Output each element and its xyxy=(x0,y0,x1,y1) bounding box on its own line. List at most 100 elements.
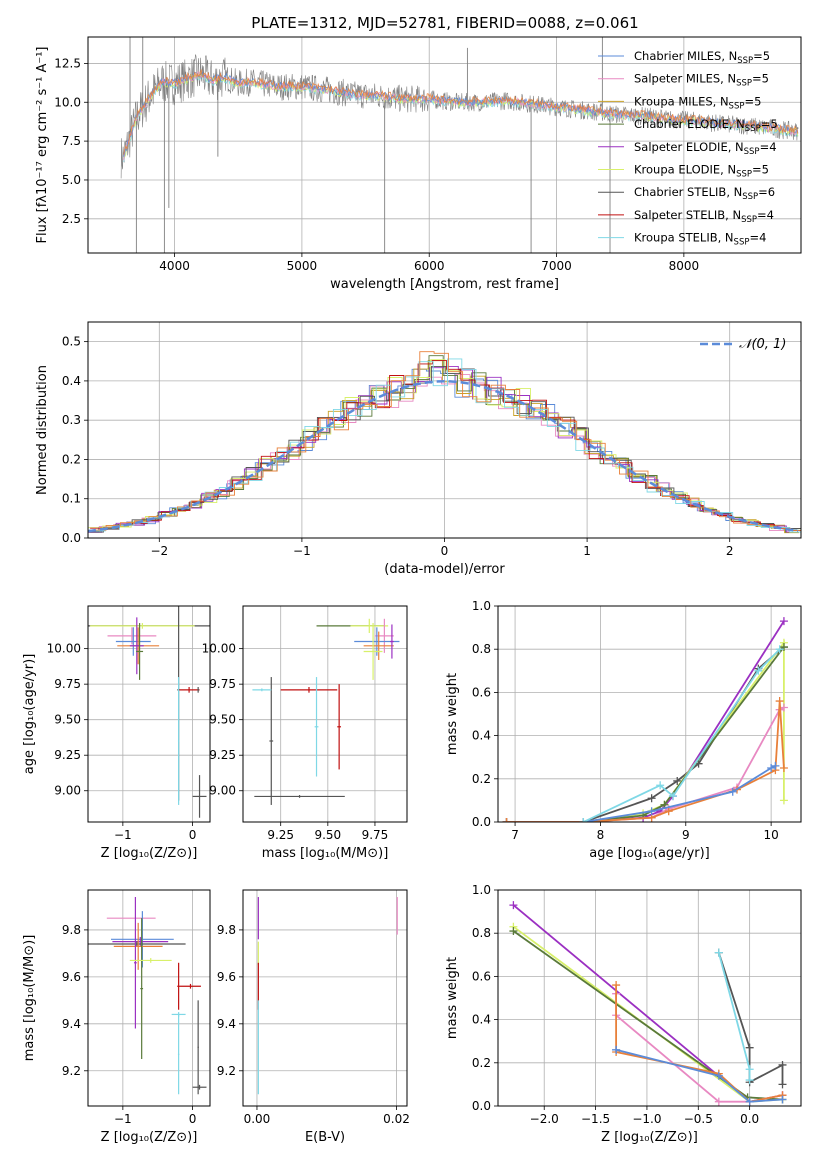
residual-histogram xyxy=(90,360,801,531)
mass_vs_Z-errorbar-point xyxy=(197,1000,199,1095)
weight_vs_age-point-marker xyxy=(647,807,656,816)
legend-label-suffix: =4 xyxy=(760,140,777,154)
mass_vs_Z-frame xyxy=(87,889,211,1107)
residual-histogram xyxy=(88,359,801,531)
residuals-xtick-label: 0 xyxy=(441,544,449,558)
weight_vs_Z-point-marker xyxy=(778,1095,787,1104)
weight_vs_Z-point-marker xyxy=(745,1043,754,1052)
weight_vs_age-point-marker xyxy=(656,781,665,790)
weight_vs_age-xtick-label: 9 xyxy=(682,828,690,842)
legend-label-suffix: =5 xyxy=(744,94,761,108)
legend-label-text: Salpeter STELIB, N xyxy=(634,208,741,222)
mass_vs_Z-ytick-label: 9.6 xyxy=(62,970,81,984)
spectrum-ytick-label: 12.5 xyxy=(54,56,81,70)
residuals-xtick-label: −2 xyxy=(150,544,168,558)
weight_vs_age-point-marker xyxy=(775,697,784,706)
spectrum-xtick-label: 7000 xyxy=(541,259,572,273)
legend-label-suffix: =5 xyxy=(761,117,778,131)
residuals-plot-area xyxy=(88,351,801,534)
spectrum-ylabel: Flux [fλ10⁻¹⁷ erg cm⁻² s⁻¹ A⁻¹] xyxy=(35,47,50,244)
weight_vs_age-point-marker xyxy=(579,818,588,822)
age_vs_Z-ylabel: age [log₁₀(age/yr)] xyxy=(22,654,37,775)
weight_vs_Z-point-marker xyxy=(778,1080,787,1089)
legend-label-subscript: SSP xyxy=(744,147,760,157)
legend-label-text: Salpeter ELODIE, N xyxy=(634,140,744,154)
weight_vs_Z-point-marker xyxy=(745,1076,754,1085)
weight_vs_age-xlabel: age [log₁₀(age/yr)] xyxy=(589,846,710,861)
weight_vs_Z-point-marker xyxy=(714,948,723,957)
residuals-ytick-label: 0.0 xyxy=(62,531,81,545)
legend-label-suffix: =4 xyxy=(757,208,774,222)
residuals-chart: −2 −1 0 1 2 0.0 0.1 0.2 0.3 0.4 0.5 (data-model)/er… xyxy=(35,321,802,577)
residuals-ytick-label: 0.4 xyxy=(62,374,81,388)
residuals-frame xyxy=(87,321,802,539)
mass_vs_Z-errorbar-point xyxy=(129,958,172,963)
weight_vs_Z-point-marker xyxy=(714,1071,723,1080)
spectrum-xtick-label: 6000 xyxy=(414,259,445,273)
age_vs_Z-ytick-label: 9.75 xyxy=(54,677,81,691)
age_vs_mass-errorbar-point xyxy=(363,623,383,680)
age_vs_mass-errorbar-point xyxy=(280,687,338,693)
spectrum-ytick-label: 2.5 xyxy=(62,212,81,226)
legend-label: Salpeter ELODIE, NSSP=4 xyxy=(634,140,777,157)
normal-reference-curve xyxy=(88,380,799,533)
age_vs_mass-errorbar-point xyxy=(254,795,345,798)
mass_vs_ebv-ytick-label: 9.2 xyxy=(217,1064,236,1078)
legend-label-suffix: =5 xyxy=(752,163,769,177)
mass_vs_Z-errorbar-point xyxy=(177,962,181,1010)
age_vs_mass-ytick-label: 9.00 xyxy=(209,784,236,798)
spectrum-grid xyxy=(88,37,801,253)
mass_vs_ebv-xtick-label: 0.02 xyxy=(383,1112,410,1126)
legend-label-subscript: SSP xyxy=(737,56,753,66)
legend-label-suffix: =5 xyxy=(753,49,770,63)
age_vs_Z-xtick-label: −1 xyxy=(114,828,132,842)
weight_vs_Z-point-marker xyxy=(714,1097,723,1106)
mass_vs_Z-ytick-label: 9.4 xyxy=(62,1017,81,1031)
age_vs_mass-xtick-label: 9.75 xyxy=(362,828,389,842)
mass_vs_ebv-ytick-label: 9.4 xyxy=(217,1017,236,1031)
age_vs_mass-errorbar-point xyxy=(314,677,319,777)
age_vs_Z-errorbar-point xyxy=(115,627,151,656)
age_vs_mass-errorbar-point xyxy=(252,688,272,692)
weight_vs_Z-ytick-label: 0.8 xyxy=(472,926,491,940)
weight_vs_Z-point-marker xyxy=(612,981,621,990)
weight_vs_Z-point-marker xyxy=(509,901,518,910)
weight_vs_age-chart: 7 8 9 10 0.0 0.2 0.4 0.6 0.8 1.0 age [log₁₀(age/yr… xyxy=(445,599,802,861)
weight_vs_age-ytick-label: 0.6 xyxy=(472,685,491,699)
mass_vs_Z-plot-area xyxy=(88,897,207,1095)
mass_vs_Z-xlabel: Z [log₁₀(Z/Z⊙)] xyxy=(101,1130,198,1145)
residual-histogram xyxy=(91,358,801,533)
legend-label-text: Chabrier MILES, N xyxy=(634,49,737,63)
mass_vs_Z-errorbar-point xyxy=(192,1084,207,1090)
spectrum-ytick-label: 7.5 xyxy=(62,134,81,148)
weight_vs_age-point-marker xyxy=(754,666,763,675)
weight_vs_age-point-marker xyxy=(767,764,776,772)
weight_vs_Z-series-line xyxy=(615,1048,783,1103)
weight_vs_age-ytick-label: 0.2 xyxy=(472,772,491,786)
weight_vs_age-point-marker xyxy=(775,645,784,654)
weight_vs_age-ytick-label: 0.0 xyxy=(472,815,491,829)
age_vs_Z-xtick-label: 0 xyxy=(189,828,197,842)
mass_vs_ebv-xtick-label: 0.00 xyxy=(244,1112,271,1126)
mass_vs_ebv-grid xyxy=(243,890,407,1106)
legend-label-subscript: SSP xyxy=(745,124,761,134)
weight_vs_Z-point-marker xyxy=(509,927,518,936)
age_vs_mass-ytick-label: 9.50 xyxy=(209,713,236,727)
mass_vs_Z-errorbar-point xyxy=(177,1014,180,1095)
spectrum-ytick-label: 10.0 xyxy=(54,95,81,109)
age_vs_Z-grid xyxy=(88,606,210,822)
age_vs_mass-xlabel: mass [log₁₀(M/M⊙)] xyxy=(262,846,389,861)
residuals-ylabel: Normed distribution xyxy=(35,365,50,495)
legend-label-subscript: SSP xyxy=(736,79,752,89)
mass_vs_Z-ytick-label: 9.2 xyxy=(62,1064,81,1078)
mass_vs_Z-errorbar-point xyxy=(180,983,201,989)
weight_vs_age-plot-area xyxy=(502,617,788,822)
legend-label-suffix: =4 xyxy=(749,231,766,245)
legend-label-subscript: SSP xyxy=(729,101,745,111)
legend-label: Salpeter STELIB, NSSP=4 xyxy=(634,208,774,225)
mass_vs_ebv-plot-area xyxy=(257,897,398,1095)
legend-label: Chabrier STELIB, NSSP=6 xyxy=(634,185,775,202)
mass_vs_Z-xtick-label: 0 xyxy=(189,1112,197,1126)
weight_vs_Z-point-marker xyxy=(745,1065,754,1074)
